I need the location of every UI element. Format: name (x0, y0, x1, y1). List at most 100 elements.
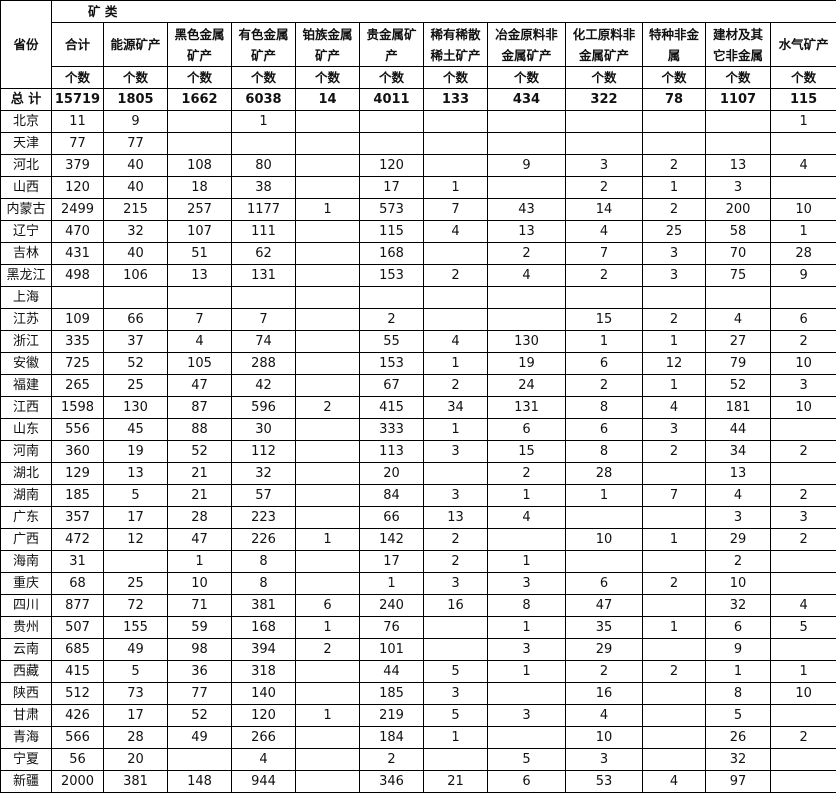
count-cell: 8 (565, 440, 643, 463)
count-cell: 2 (642, 440, 706, 463)
count-cell: 70 (705, 242, 771, 265)
count-cell: 200 (705, 198, 771, 221)
column-header: 建材及其 它非金属 (705, 22, 771, 67)
count-cell: 4 (423, 330, 488, 353)
count-cell: 107 (167, 220, 232, 243)
count-cell: 155 (103, 616, 168, 639)
count-cell (565, 286, 643, 309)
count-cell: 4 (705, 484, 771, 507)
count-cell: 80 (231, 154, 296, 177)
count-cell (642, 550, 706, 573)
count-cell (769, 286, 836, 309)
count-cell: 573 (359, 198, 424, 221)
count-cell: 55 (359, 330, 424, 353)
count-cell: 318 (231, 660, 296, 683)
count-cell: 379 (51, 154, 104, 177)
count-cell: 44 (359, 660, 424, 683)
unit-header: 个数 (705, 66, 771, 89)
count-cell: 346 (359, 770, 424, 793)
count-cell: 2 (423, 528, 488, 551)
count-cell: 9 (487, 154, 566, 177)
count-cell: 4 (705, 308, 771, 331)
count-cell (295, 374, 360, 397)
count-cell: 512 (51, 682, 104, 705)
count-cell: 3 (642, 418, 706, 441)
count-cell: 184 (359, 726, 424, 749)
count-cell: 226 (231, 528, 296, 551)
count-cell: 21 (423, 770, 488, 793)
column-header-line: 稀有稀散 (430, 26, 481, 42)
count-cell: 120 (359, 154, 424, 177)
count-cell: 47 (167, 374, 232, 397)
count-cell: 4 (565, 704, 643, 727)
count-cell: 1177 (231, 198, 296, 221)
count-cell: 322 (565, 88, 643, 111)
count-cell: 58 (705, 220, 771, 243)
count-cell: 57 (231, 484, 296, 507)
count-cell: 76 (359, 616, 424, 639)
count-cell: 8 (231, 572, 296, 595)
count-cell: 3 (423, 440, 488, 463)
province-cell: 上海 (0, 286, 52, 309)
count-cell: 6 (565, 572, 643, 595)
count-cell (642, 462, 706, 485)
table-row: 内蒙古 2499 215 257 1177 1 573 7 43 14 2 200 10 (0, 198, 836, 221)
count-cell: 507 (51, 616, 104, 639)
count-cell: 415 (359, 396, 424, 419)
count-cell: 6 (769, 308, 836, 331)
count-cell: 13 (103, 462, 168, 485)
count-cell: 120 (51, 176, 104, 199)
count-cell: 40 (103, 242, 168, 265)
count-cell: 1 (487, 484, 566, 507)
column-header-line: 铂族金属 (302, 26, 353, 42)
unit-header: 个数 (642, 66, 706, 89)
count-cell: 6038 (231, 88, 296, 111)
table-row: 四川 877 72 71 381 6 240 16 8 47 32 4 (0, 594, 836, 617)
count-cell: 30 (231, 418, 296, 441)
count-cell: 2 (769, 440, 836, 463)
count-cell: 2 (423, 374, 488, 397)
count-cell: 3 (642, 242, 706, 265)
province-header: 省份 (0, 0, 52, 89)
count-cell: 2 (295, 638, 360, 661)
table-row: 黑龙江 498 106 13 131 153 2 4 2 3 75 9 (0, 264, 836, 287)
count-cell: 1 (231, 110, 296, 133)
count-cell: 7 (231, 308, 296, 331)
count-cell: 72 (103, 594, 168, 617)
province-cell: 内蒙古 (0, 198, 52, 221)
count-cell: 4 (642, 770, 706, 793)
count-cell: 130 (487, 330, 566, 353)
count-cell: 20 (359, 462, 424, 485)
count-cell: 14 (295, 88, 360, 111)
count-cell: 7 (565, 242, 643, 265)
column-header: 贵金属矿产 (359, 22, 424, 67)
total-row: 总 计 15719 1805 1662 6038 14 4011 133 434 322 78 110… (0, 88, 836, 111)
count-cell: 223 (231, 506, 296, 529)
count-cell (769, 132, 836, 155)
count-cell (642, 704, 706, 727)
count-cell (295, 154, 360, 177)
count-cell (295, 726, 360, 749)
count-cell: 28 (769, 242, 836, 265)
table-row: 浙江 335 37 4 74 55 4 130 1 1 27 2 (0, 330, 836, 353)
count-cell: 133 (423, 88, 488, 111)
count-cell (295, 418, 360, 441)
count-cell: 4 (487, 264, 566, 287)
count-cell: 142 (359, 528, 424, 551)
count-cell: 265 (51, 374, 104, 397)
count-cell (295, 286, 360, 309)
count-cell: 14 (565, 198, 643, 221)
count-cell (295, 506, 360, 529)
count-cell: 335 (51, 330, 104, 353)
province-cell: 江西 (0, 396, 52, 419)
count-cell: 2 (423, 264, 488, 287)
table-row: 安徽 725 52 105 288 153 1 19 6 12 79 10 (0, 352, 836, 375)
table-row: 江苏 109 66 7 7 2 15 2 4 6 (0, 308, 836, 331)
count-cell: 29 (565, 638, 643, 661)
count-cell: 47 (565, 594, 643, 617)
unit-header: 个数 (295, 66, 360, 89)
column-header-line: 矿产 (186, 47, 212, 63)
count-cell: 129 (51, 462, 104, 485)
count-cell: 108 (167, 154, 232, 177)
